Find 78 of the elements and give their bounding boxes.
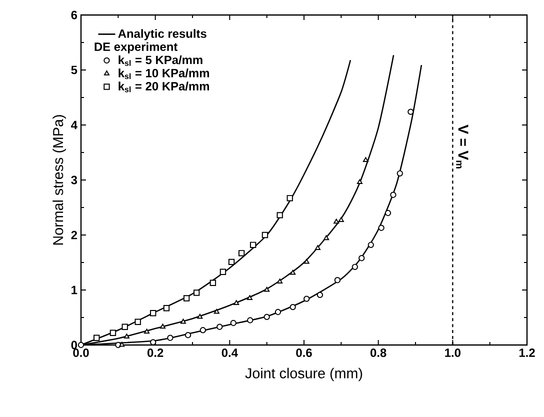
point bbox=[290, 270, 296, 275]
point bbox=[378, 224, 384, 231]
point bbox=[264, 286, 270, 292]
point bbox=[334, 277, 341, 284]
point bbox=[362, 157, 368, 162]
point bbox=[216, 324, 223, 330]
point bbox=[324, 235, 330, 240]
point bbox=[286, 195, 293, 202]
y-tick-label: 3 bbox=[71, 176, 78, 184]
point bbox=[304, 296, 310, 302]
y-axis-title: Normal stress (MPa) bbox=[52, 115, 66, 245]
point bbox=[276, 212, 283, 218]
point bbox=[124, 334, 130, 339]
point bbox=[134, 318, 141, 325]
point bbox=[220, 268, 226, 275]
point bbox=[316, 292, 324, 298]
point bbox=[78, 342, 84, 348]
point bbox=[246, 295, 252, 300]
point bbox=[94, 334, 100, 341]
point bbox=[315, 245, 320, 250]
x-tick-label: 0.4 bbox=[222, 348, 238, 357]
legend-title: DE experiment bbox=[94, 42, 178, 54]
point bbox=[210, 280, 216, 286]
point bbox=[214, 308, 220, 314]
y-tick-label: 0 bbox=[71, 340, 77, 350]
point bbox=[384, 210, 392, 216]
point bbox=[180, 318, 186, 324]
point bbox=[200, 327, 206, 334]
point bbox=[368, 242, 374, 248]
ref-line-label: V = V$_{m}$ bbox=[456, 124, 468, 168]
point bbox=[110, 330, 116, 336]
y-tick-label: 6 bbox=[71, 10, 78, 20]
point bbox=[150, 310, 156, 316]
point bbox=[144, 328, 150, 334]
y-tick-label: 1 bbox=[72, 286, 78, 294]
point bbox=[304, 258, 310, 264]
point bbox=[238, 250, 245, 256]
point bbox=[194, 290, 200, 296]
point bbox=[390, 192, 396, 198]
point bbox=[290, 304, 296, 310]
point bbox=[163, 305, 170, 312]
point bbox=[334, 218, 340, 224]
point bbox=[357, 179, 362, 184]
point bbox=[396, 170, 403, 176]
point bbox=[230, 320, 236, 326]
legend-label: k$_{sl}$ = 5 KPa/mm bbox=[118, 55, 202, 66]
point bbox=[274, 308, 282, 316]
point bbox=[262, 232, 268, 238]
point bbox=[160, 324, 166, 329]
point bbox=[234, 300, 240, 305]
legend-label: k$_{sl}$ = 20 KPa/mm bbox=[118, 82, 209, 92]
point bbox=[184, 332, 192, 338]
x-tick-label: 1.2 bbox=[519, 348, 535, 357]
point bbox=[277, 278, 283, 284]
y-tick-label: 4 bbox=[71, 120, 78, 130]
point bbox=[228, 258, 235, 266]
x-axis-title: Joint closure (mm) bbox=[245, 368, 362, 382]
x-tick-label: 0.0 bbox=[73, 348, 89, 357]
x-tick-label: 0.8 bbox=[370, 348, 386, 357]
legend-label: k$_{sl}$ = 10 KPa/mm bbox=[118, 68, 209, 80]
point bbox=[183, 295, 190, 302]
point bbox=[358, 255, 365, 262]
point bbox=[122, 324, 128, 330]
x-tick-label: 0.2 bbox=[147, 348, 164, 357]
point bbox=[408, 108, 414, 115]
point bbox=[250, 242, 256, 248]
point bbox=[197, 314, 203, 319]
point bbox=[167, 334, 174, 341]
point bbox=[264, 314, 270, 320]
x-tick-label: 1.0 bbox=[445, 348, 460, 357]
point bbox=[119, 342, 125, 347]
point bbox=[247, 317, 254, 324]
x-tick-label: 0.6 bbox=[296, 348, 312, 357]
point bbox=[338, 217, 344, 222]
legend-label: Analytic results bbox=[118, 29, 206, 40]
point bbox=[352, 264, 358, 270]
y-tick-label: 2 bbox=[71, 230, 78, 240]
y-tick-label: 5 bbox=[71, 66, 78, 74]
